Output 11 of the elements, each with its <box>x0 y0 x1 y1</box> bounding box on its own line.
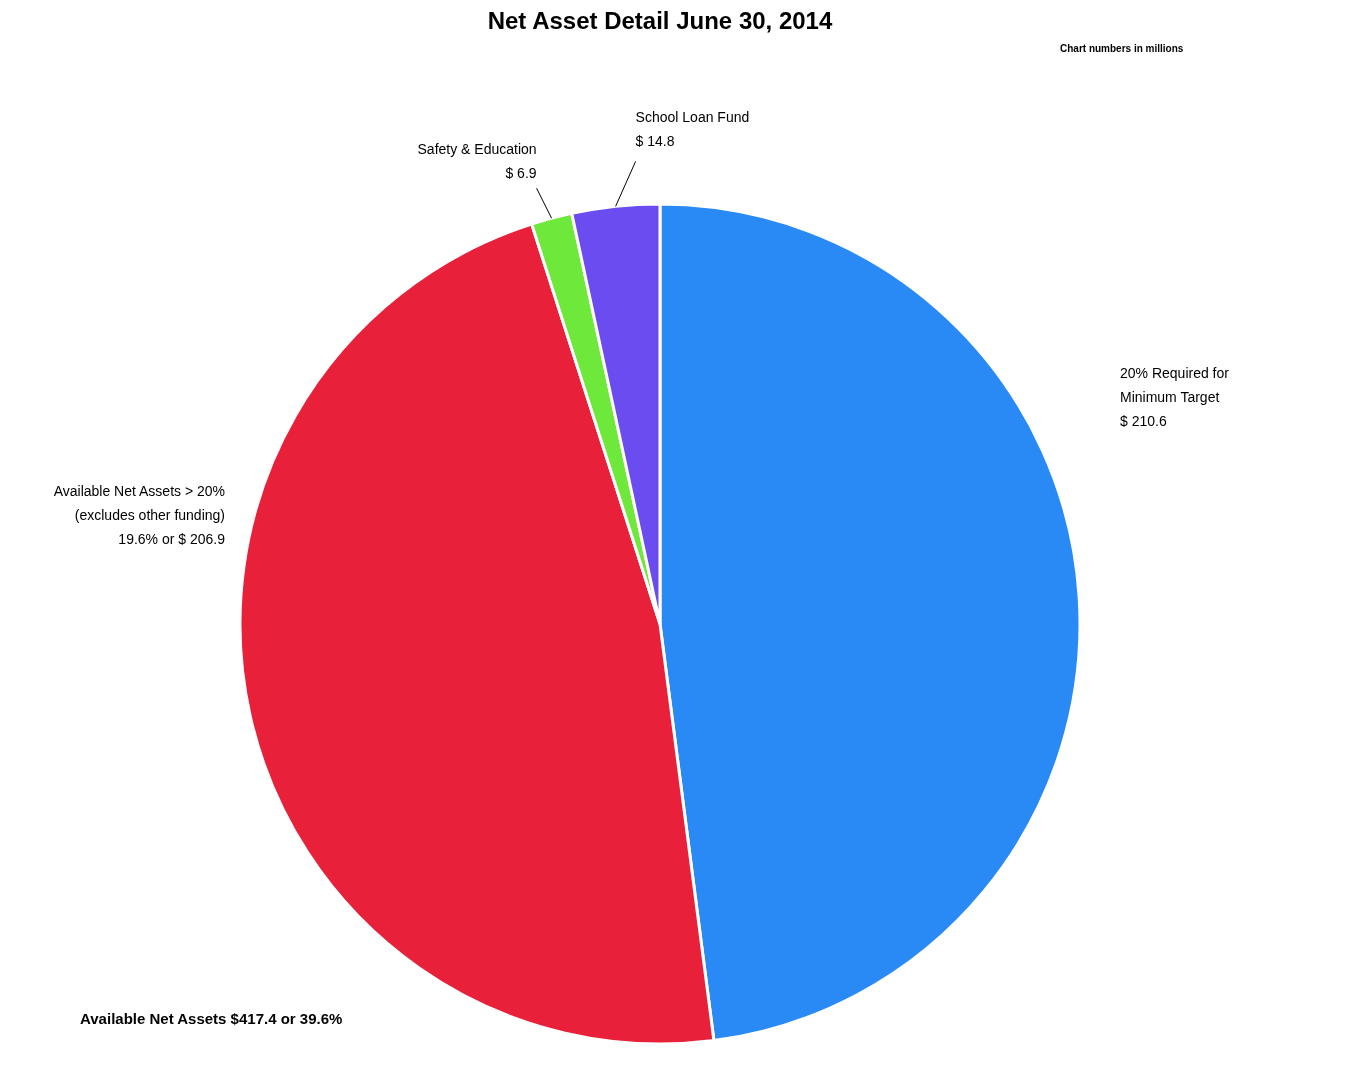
text: Available Net Assets $417.4 or 39.6% <box>80 1010 343 1027</box>
data-label: $ 6.9 <box>505 165 537 182</box>
text: Chart numbers in millions <box>1060 43 1184 54</box>
slice-label: Available Net Assets > 20% (excludes other funding) <box>53 483 225 524</box>
slice-label: 20% Required for Minimum Target <box>1120 364 1230 405</box>
data-label: $ 210.6 <box>1120 412 1167 429</box>
data-label: 19.6% or $ 206.9 <box>118 531 226 548</box>
slice-label: Safety & Education <box>417 141 537 158</box>
data-label: $ 14.8 <box>635 133 675 150</box>
slice-label: School Loan Fund <box>635 109 750 126</box>
chart-title: Net Asset Detail June 30, 2014 <box>487 7 833 34</box>
